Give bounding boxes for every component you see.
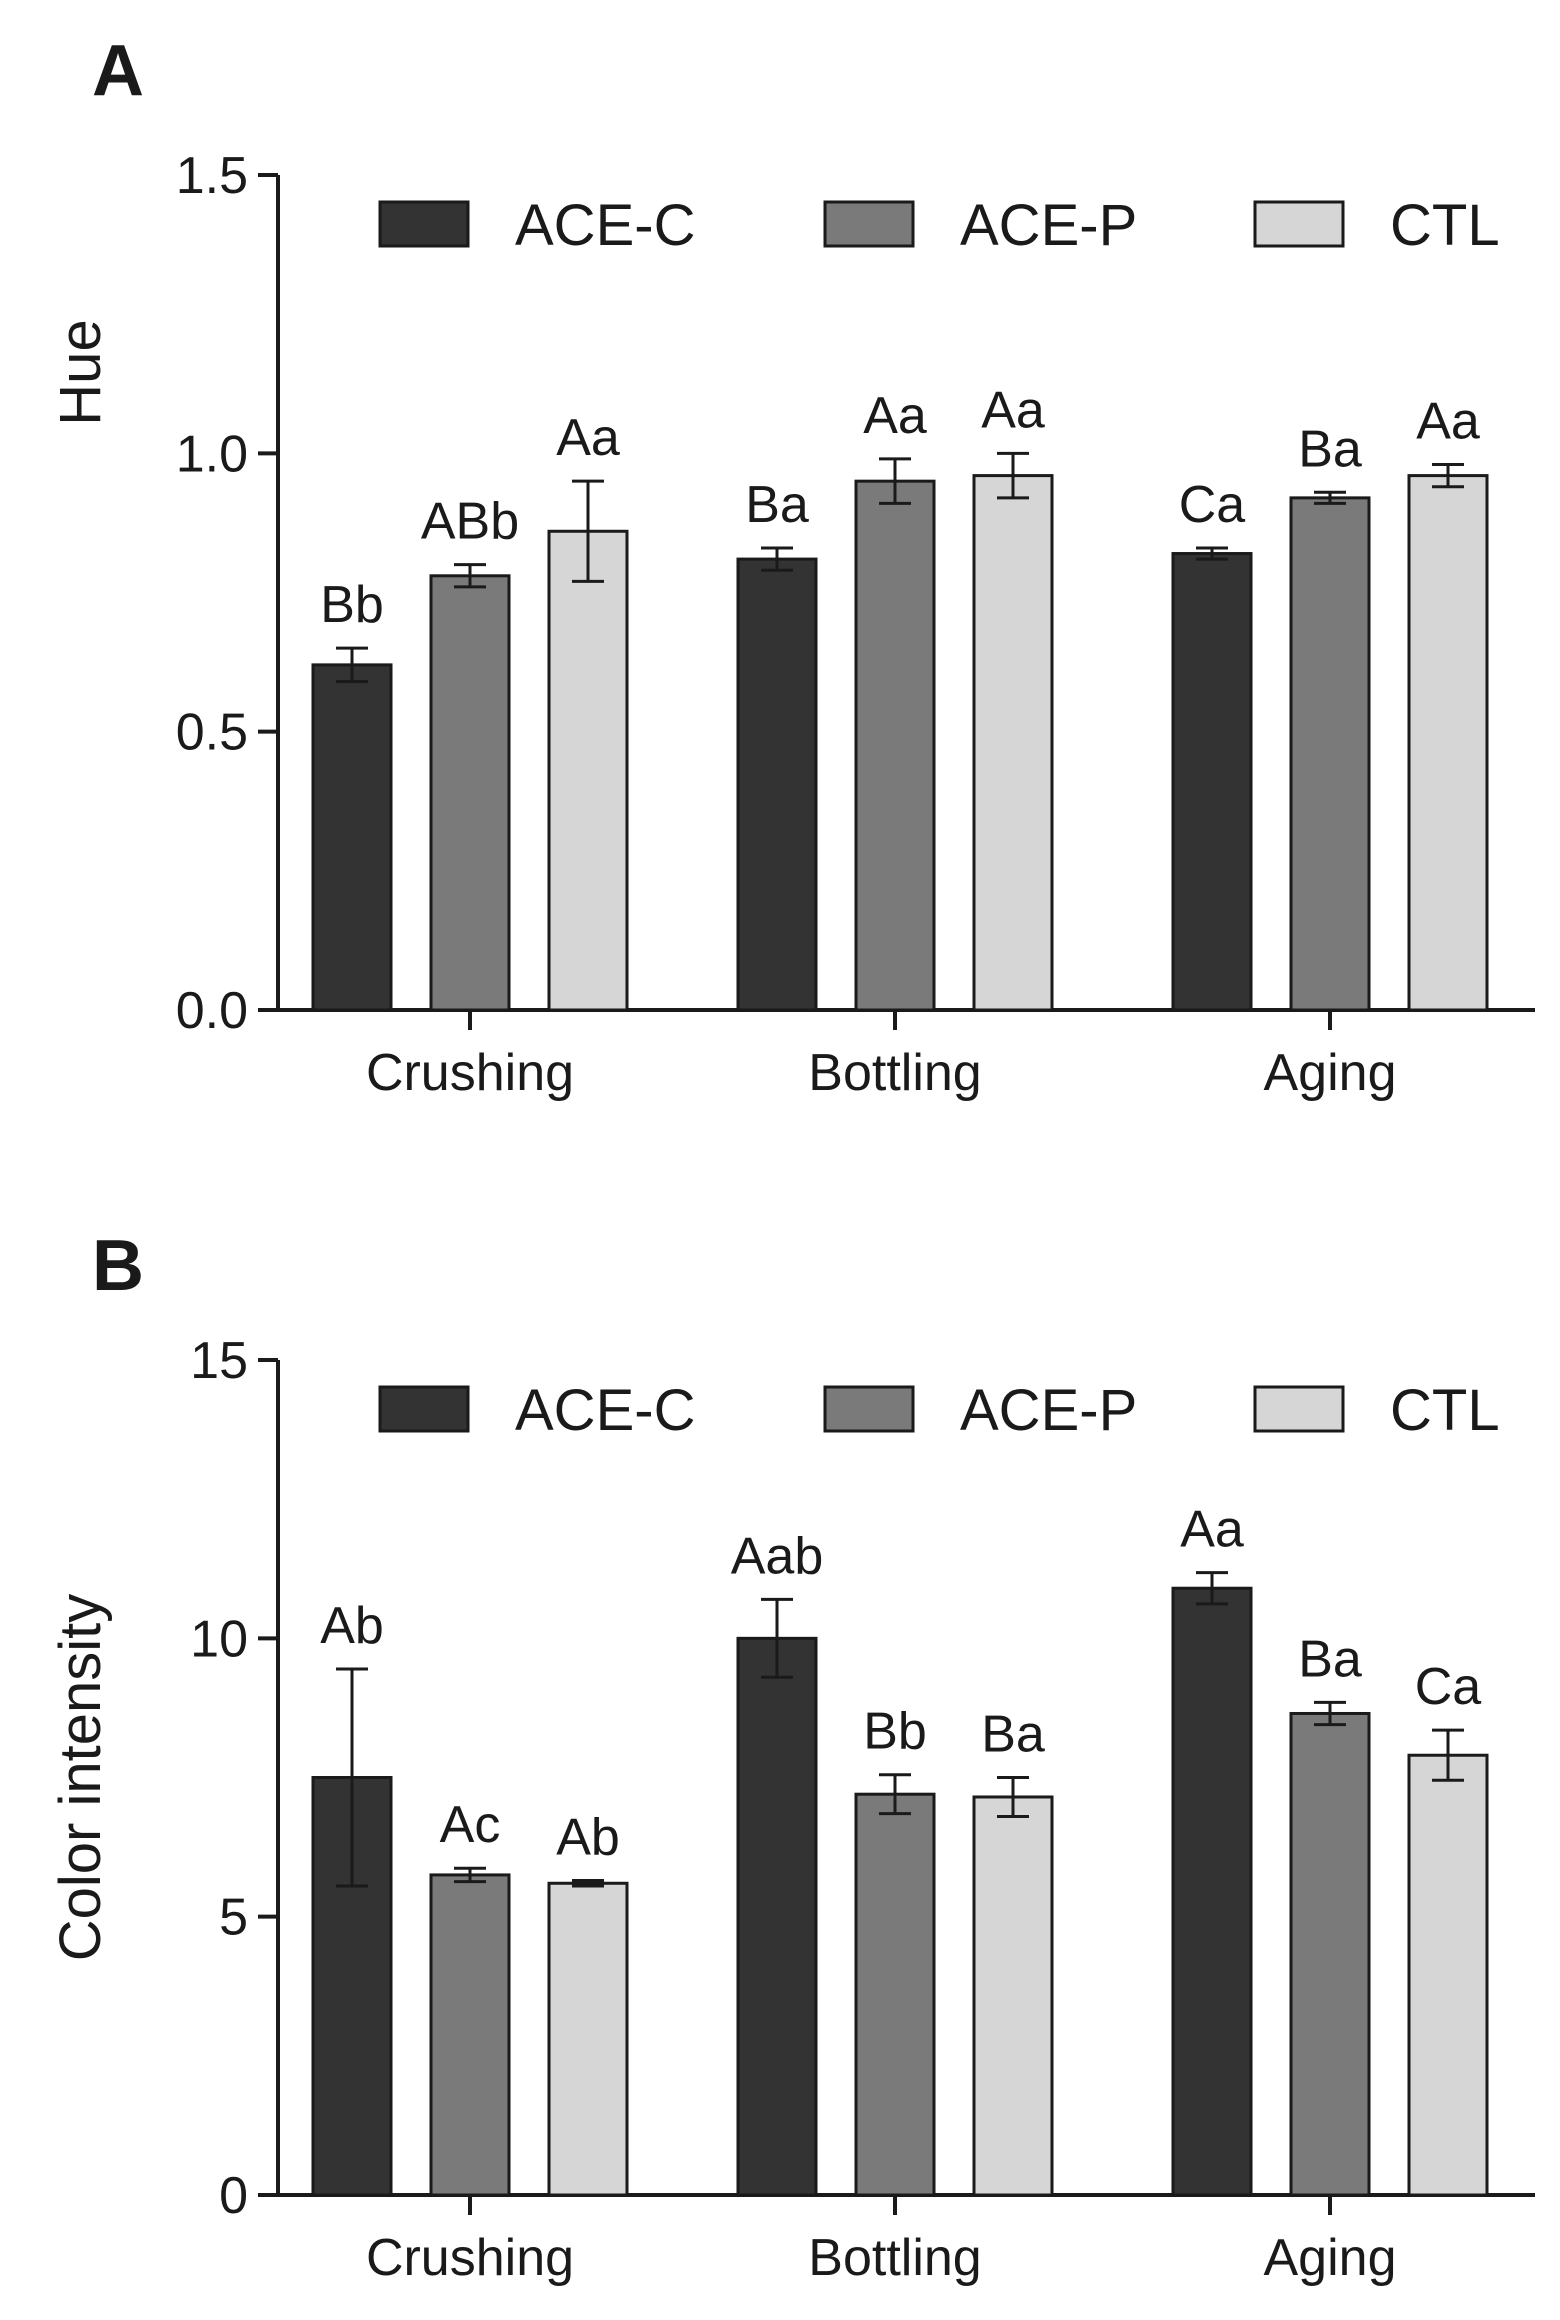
legend-swatch	[378, 200, 470, 248]
legend-label: CTL	[1390, 1378, 1500, 1443]
significance-label: Aab	[731, 1527, 824, 1585]
y-tick-label: 1.5	[176, 147, 248, 205]
significance-label: Bb	[863, 1703, 927, 1761]
significance-label: Bb	[320, 576, 384, 634]
panel-letter: A	[92, 31, 144, 111]
significance-label: Ba	[981, 1706, 1045, 1764]
bar	[1407, 1753, 1489, 2197]
y-tick-label: 15	[190, 1332, 248, 1390]
legend-label: ACE-C	[515, 1378, 695, 1443]
significance-label: ABb	[421, 493, 519, 551]
significance-label: Ab	[320, 1597, 384, 1655]
significance-label: Ab	[556, 1808, 620, 1866]
legend-label: CTL	[1390, 193, 1500, 258]
x-tick-label: Bottling	[808, 2229, 981, 2287]
bar	[1171, 1586, 1253, 2197]
legend-swatch	[378, 1385, 470, 1433]
bar	[1171, 552, 1253, 1012]
chart-panel-b: B 0 5 10 15 Color intensity Crushing Bottling Ag…	[48, 1226, 1535, 2287]
legend-swatch	[823, 200, 915, 248]
chart-panel-a: A 0.0 0.5 1.0 1.5 Hue Crushing Bottling Aging Bb B…	[48, 31, 1535, 1102]
significance-label: Ac	[440, 1796, 501, 1854]
panel-letter: B	[92, 1226, 144, 1306]
significance-label: Aa	[1180, 1501, 1244, 1559]
x-tick-label: Crushing	[366, 1044, 574, 1102]
bar	[547, 529, 629, 1012]
y-axis-title: Color intensity	[48, 1594, 113, 1961]
x-tick-label: Aging	[1264, 2229, 1397, 2287]
bar	[1289, 496, 1371, 1012]
x-tick-label: Crushing	[366, 2229, 574, 2287]
bar	[429, 1873, 511, 2197]
y-tick-label: 0.0	[176, 982, 248, 1040]
bar	[547, 1881, 629, 2197]
significance-label: Ca	[1415, 1658, 1482, 1716]
bar	[1407, 474, 1489, 1012]
legend-swatch	[1253, 1385, 1345, 1433]
y-axis-title: Hue	[48, 319, 113, 425]
bar	[1289, 1711, 1371, 2197]
significance-label: Ca	[1179, 476, 1246, 534]
y-tick-label: 0.5	[176, 704, 248, 762]
x-tick-label: Aging	[1264, 1044, 1397, 1102]
significance-label: Aa	[981, 381, 1045, 439]
bar	[972, 1795, 1054, 2197]
significance-label: Ba	[1298, 420, 1362, 478]
legend-swatch	[823, 1385, 915, 1433]
y-tick-label: 5	[219, 1889, 248, 1947]
y-tick-label: 1.0	[176, 425, 248, 483]
significance-label: Aa	[1416, 392, 1480, 450]
legend-label: ACE-C	[515, 193, 695, 258]
bar	[736, 557, 818, 1012]
significance-label: Aa	[556, 409, 620, 467]
significance-label: Ba	[745, 476, 809, 534]
bar	[311, 663, 393, 1012]
x-tick-label: Bottling	[808, 1044, 981, 1102]
bar	[854, 479, 936, 1012]
legend-label: ACE-P	[960, 1378, 1137, 1443]
bar	[972, 474, 1054, 1012]
bar	[854, 1792, 936, 2197]
y-tick-label: 0	[219, 2167, 248, 2225]
significance-label: Aa	[863, 387, 927, 445]
legend-swatch	[1253, 200, 1345, 248]
significance-label: Ba	[1298, 1630, 1362, 1688]
bar	[736, 1636, 818, 2197]
legend-label: ACE-P	[960, 193, 1137, 258]
bar	[429, 574, 511, 1012]
y-tick-label: 10	[190, 1610, 248, 1668]
